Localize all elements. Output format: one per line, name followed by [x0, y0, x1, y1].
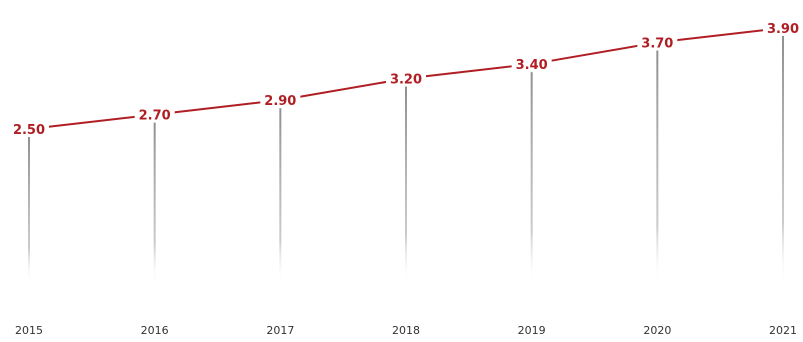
data-label-bg	[134, 104, 175, 123]
data-label: 3.90	[767, 22, 799, 37]
data-label: 3.20	[390, 73, 422, 88]
drop-line	[530, 72, 533, 285]
x-tick-label: 2017	[266, 324, 294, 337]
data-label: 3.70	[641, 36, 673, 51]
x-tick-label: 2015	[15, 324, 43, 337]
data-label-bg	[260, 90, 301, 109]
drop-line	[279, 108, 282, 286]
x-tick-label: 2020	[643, 324, 671, 337]
data-label: 2.50	[13, 123, 45, 138]
data-label-bg	[511, 54, 552, 73]
data-label: 3.40	[516, 58, 548, 73]
drop-line	[656, 50, 659, 285]
drop-lines	[28, 36, 784, 286]
data-labels: 2.50 2.70 2.90 3.20 3.40 3.70 3.90	[9, 18, 803, 138]
drop-line	[405, 86, 407, 285]
drop-line	[153, 122, 156, 285]
data-label-bg	[9, 119, 49, 137]
data-label-bg	[386, 68, 426, 87]
x-tick-label: 2021	[769, 324, 797, 337]
x-tick-label: 2018	[392, 324, 420, 337]
drop-line	[782, 36, 784, 285]
x-axis-ticks: 2015 2016 2017 2018 2019 2020 2021	[15, 324, 797, 337]
data-label: 2.90	[264, 94, 296, 109]
data-label: 2.70	[139, 109, 171, 124]
data-label-bg	[637, 32, 678, 51]
data-label-bg	[763, 18, 803, 36]
x-tick-label: 2019	[518, 324, 546, 337]
x-tick-label: 2016	[141, 324, 169, 337]
drop-line	[28, 137, 30, 285]
